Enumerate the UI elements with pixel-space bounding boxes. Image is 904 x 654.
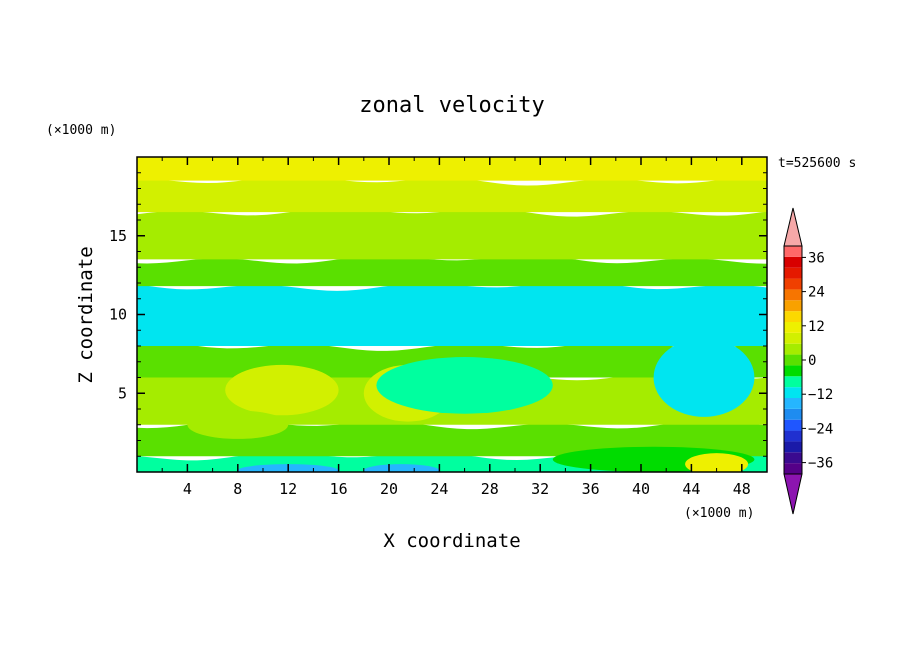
contour-feature <box>685 453 749 472</box>
colorbar-swatch <box>784 278 802 290</box>
colorbar-swatch <box>784 322 802 333</box>
colorbar-label: 12 <box>808 319 825 335</box>
colorbar-swatch <box>784 430 802 442</box>
colorbar-label: −12 <box>808 387 833 403</box>
colorbar-label: 36 <box>808 250 825 266</box>
colorbar-under-arrow <box>783 473 803 515</box>
y-tick-label: 10 <box>109 306 127 324</box>
x-tick-label: 12 <box>279 480 297 498</box>
y-tick-label: 15 <box>109 227 127 245</box>
x-tick-label: 20 <box>380 480 398 498</box>
colorbar-swatch <box>784 376 802 388</box>
x-tick-label: 36 <box>582 480 600 498</box>
colorbar-swatch <box>784 246 802 257</box>
contour-feature <box>389 157 641 181</box>
colorbar-over-arrow <box>783 207 803 247</box>
colorbar-swatch <box>784 365 802 377</box>
x-tick-label: 32 <box>531 480 549 498</box>
contour-band <box>137 420 767 457</box>
y-axis: 5 10 15 <box>109 172 767 457</box>
x-tick-label: 40 <box>632 480 650 498</box>
colorbar-label: −24 <box>808 421 833 437</box>
colorbar-swatch <box>784 419 802 431</box>
colorbar-swatch <box>784 311 802 322</box>
colorbar-swatch <box>784 441 802 453</box>
colorbar-swatch <box>784 452 802 464</box>
colorbar-label: −36 <box>808 456 833 472</box>
colorbar-swatch <box>784 354 802 366</box>
y-axis-title: Z coordinate <box>75 246 97 383</box>
colorbar-swatch <box>784 267 802 279</box>
contour-band <box>137 255 767 287</box>
time-label: t=525600 s <box>778 156 856 171</box>
colorbar-swatch <box>784 387 802 398</box>
contour-band <box>137 175 767 213</box>
colorbar-swatch <box>784 289 802 301</box>
colorbar-swatch <box>784 343 802 355</box>
contour-feature <box>187 410 289 439</box>
x-axis: 4 8 12 16 20 24 28 32 36 40 44 48 <box>161 157 751 498</box>
colorbar-label: 0 <box>808 353 816 369</box>
x-tick-label: 48 <box>733 480 751 498</box>
plot-area <box>136 156 768 473</box>
field-group <box>137 157 767 472</box>
y-tick-label: 5 <box>118 384 127 402</box>
chart-title: zonal velocity <box>359 93 544 118</box>
x-tick-label: 28 <box>481 480 499 498</box>
colorbar-label: 24 <box>808 285 825 301</box>
colorbar-swatch <box>784 463 802 474</box>
colorbar-swatch <box>784 332 802 344</box>
x-axis-title: X coordinate <box>383 530 520 552</box>
x-tick-label: 16 <box>330 480 348 498</box>
contour-feature <box>225 364 339 416</box>
contour-feature <box>653 338 755 417</box>
x-tick-label: 24 <box>430 480 448 498</box>
x-unit-label: (×1000 m) <box>684 506 754 521</box>
x-tick-label: 4 <box>183 480 192 498</box>
z-unit-label: (×1000 m) <box>46 123 116 138</box>
x-tick-label: 44 <box>682 480 700 498</box>
colorbar-swatch <box>784 398 802 409</box>
colorbar-swatch <box>784 256 802 268</box>
contour-band <box>137 281 767 346</box>
contour-feature <box>363 464 440 472</box>
colorbar-swatch <box>784 300 802 312</box>
contour-feature <box>376 357 553 414</box>
colorbar-swatch <box>784 408 802 420</box>
contour-band <box>137 207 767 260</box>
x-tick-label: 8 <box>233 480 242 498</box>
colorbar: 36 24 12 0 −12 −24 −36 <box>783 207 833 515</box>
